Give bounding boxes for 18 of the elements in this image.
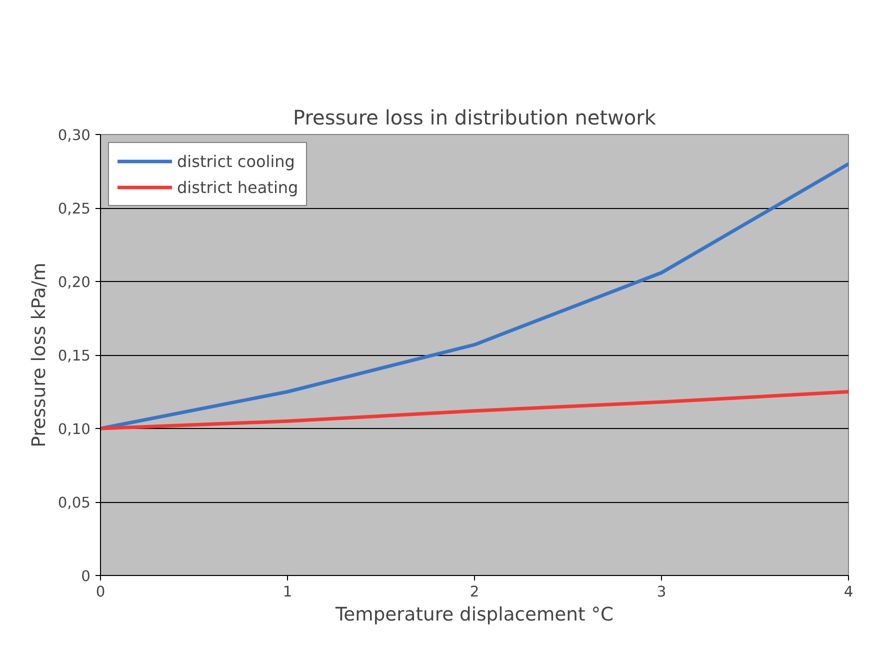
x-tick-label: 0	[96, 584, 106, 600]
y-tick-label: 0,25	[58, 200, 91, 218]
y-tick-label: 0	[81, 568, 91, 585]
x-tick-label: 4	[844, 584, 854, 600]
x-tick-label: 2	[470, 584, 480, 600]
x-tick-label: 1	[282, 584, 292, 600]
y-tick-label: 0,10	[58, 421, 91, 438]
x-tick-label: 3	[656, 584, 666, 600]
y-tick-label: 0,05	[58, 494, 91, 512]
legend-label: district heating	[177, 178, 298, 196]
chart-title: Pressure loss in distribution network	[293, 106, 656, 130]
y-axis-title: Pressure loss kPa/m	[28, 262, 50, 448]
y-tick-label: 0,20	[58, 274, 91, 291]
x-axis-title: Temperature displacement °C	[334, 604, 614, 626]
legend-label: district cooling	[177, 152, 295, 170]
y-tick-label: 0,30	[58, 127, 91, 144]
line-series	[100, 390, 848, 430]
y-tick-label: 0,15	[58, 348, 91, 364]
